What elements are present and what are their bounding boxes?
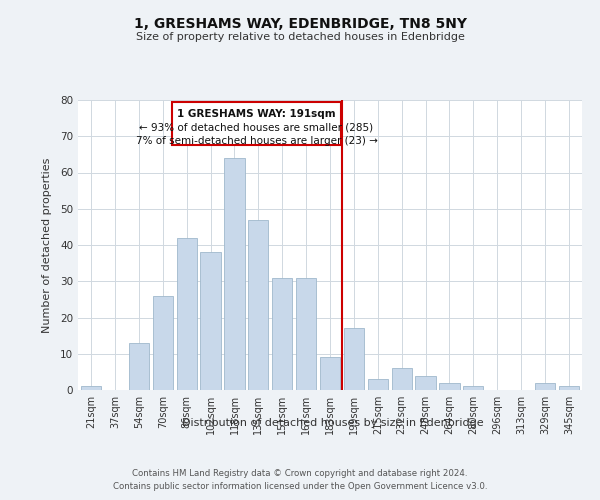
Text: Contains public sector information licensed under the Open Government Licence v3: Contains public sector information licen… (113, 482, 487, 491)
Bar (129, 343, 149, 390)
Y-axis label: Number of detached properties: Number of detached properties (41, 158, 52, 332)
Bar (559, 386, 579, 390)
Bar (535, 383, 555, 390)
Bar (248, 220, 268, 390)
Bar (296, 278, 316, 390)
Bar (176, 238, 197, 390)
Text: Distribution of detached houses by size in Edenbridge: Distribution of detached houses by size … (182, 418, 484, 428)
Bar (344, 328, 364, 390)
Text: 7% of semi-detached houses are larger (23) →: 7% of semi-detached houses are larger (2… (136, 136, 377, 146)
Bar (463, 386, 484, 390)
Bar (81, 386, 101, 390)
Bar (439, 383, 460, 390)
Text: Contains HM Land Registry data © Crown copyright and database right 2024.: Contains HM Land Registry data © Crown c… (132, 469, 468, 478)
Bar (368, 379, 388, 390)
Bar (200, 252, 221, 390)
Bar (272, 278, 292, 390)
Text: 1, GRESHAMS WAY, EDENBRIDGE, TN8 5NY: 1, GRESHAMS WAY, EDENBRIDGE, TN8 5NY (133, 18, 467, 32)
Bar (415, 376, 436, 390)
FancyBboxPatch shape (172, 102, 341, 146)
Bar (392, 368, 412, 390)
Text: Size of property relative to detached houses in Edenbridge: Size of property relative to detached ho… (136, 32, 464, 42)
Text: ← 93% of detached houses are smaller (285): ← 93% of detached houses are smaller (28… (139, 123, 374, 133)
Bar (320, 358, 340, 390)
Bar (224, 158, 245, 390)
Bar (152, 296, 173, 390)
Text: 1 GRESHAMS WAY: 191sqm: 1 GRESHAMS WAY: 191sqm (177, 109, 336, 119)
